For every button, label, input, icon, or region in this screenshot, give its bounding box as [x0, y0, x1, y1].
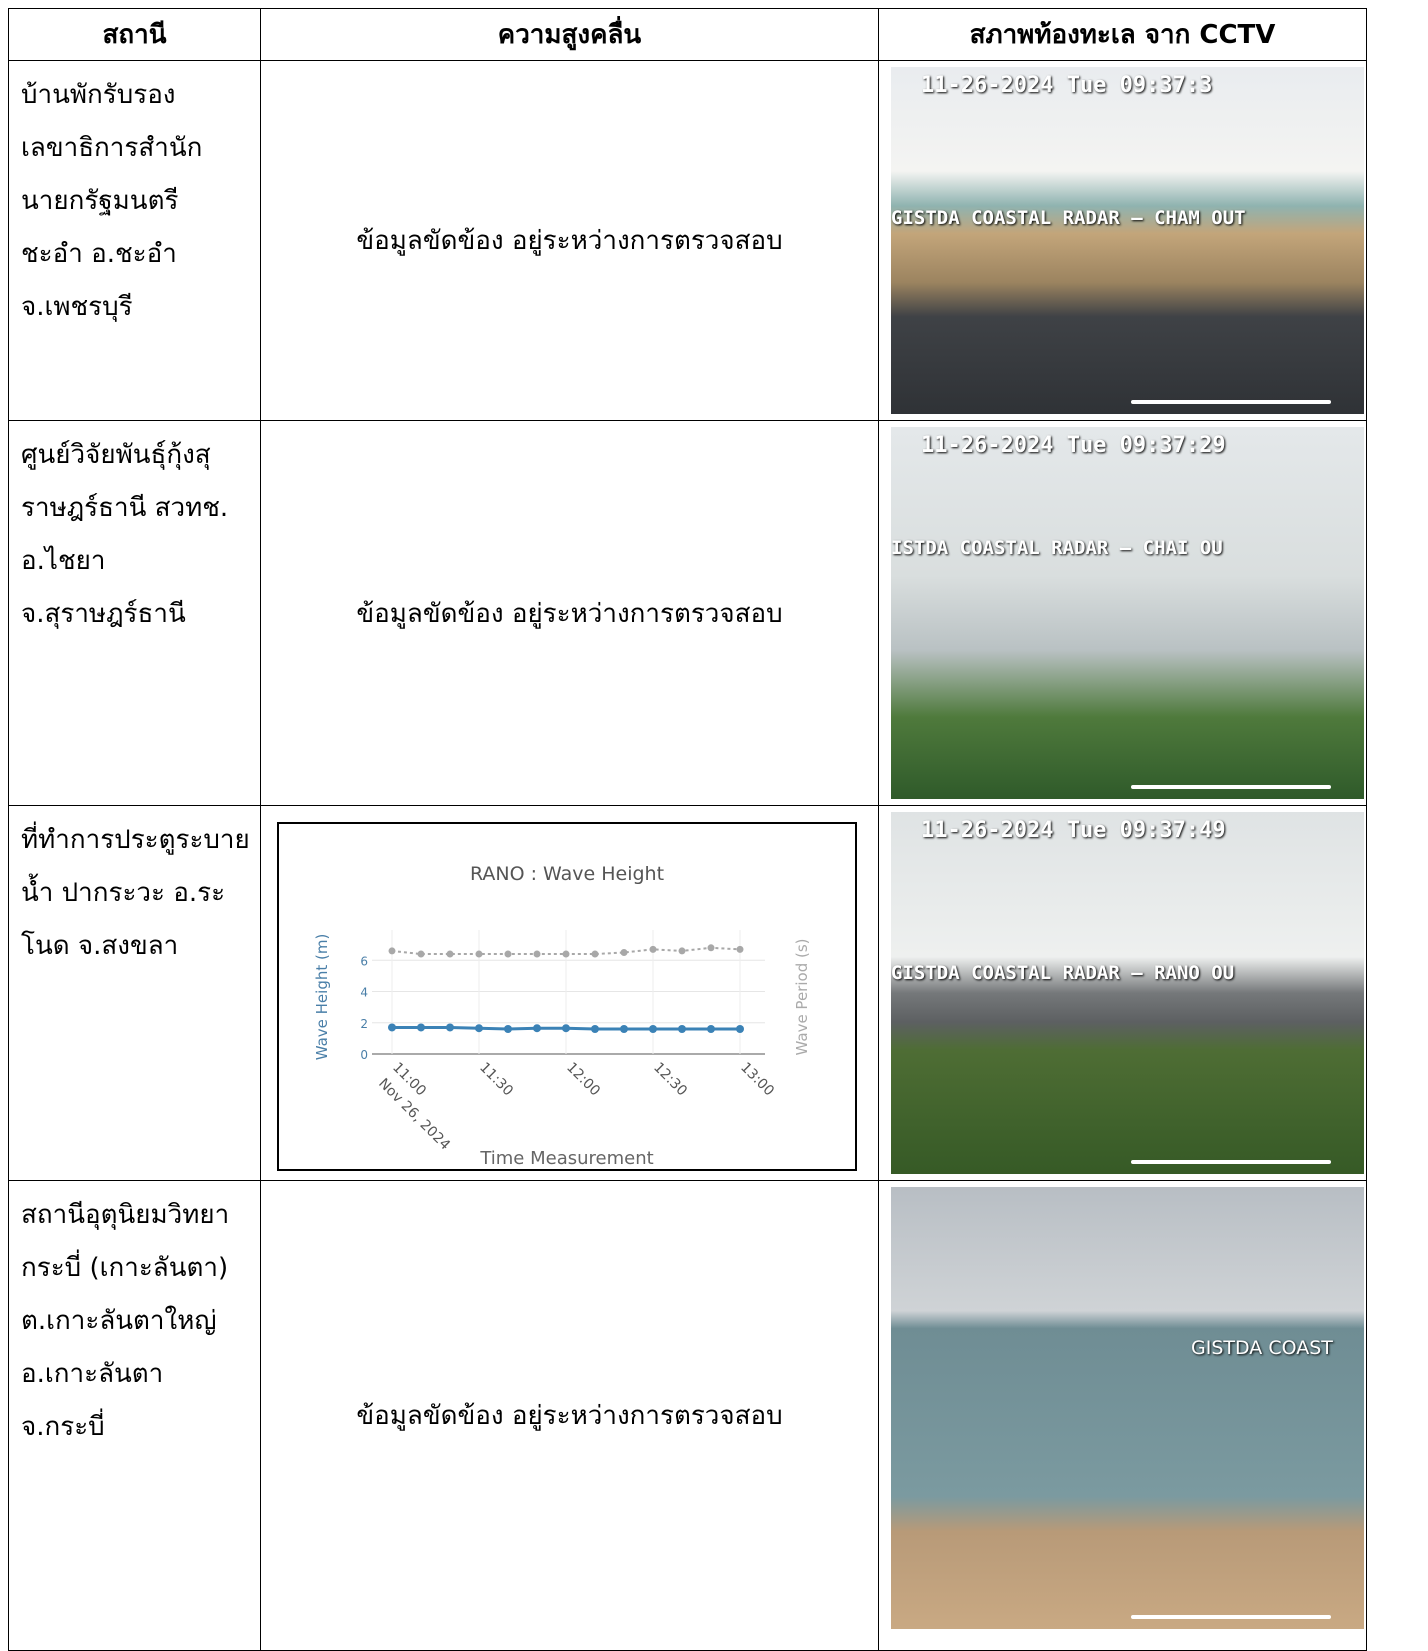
station-cell: ที่ทำการประตูระบายน้ำ ปากระวะ อ.ระโนด จ.… [8, 805, 261, 1181]
station-line: ศูนย์วิจัยพันธุ์กุ้งสุ [21, 440, 211, 470]
wave-cell: ข้อมูลขัดข้อง อยู่ระหว่างการตรวจสอบ [260, 60, 879, 421]
y2-axis-label: Wave Period (s) [793, 939, 811, 1056]
wave-status: ข้อมูลขัดข้อง อยู่ระหว่างการตรวจสอบ [356, 1401, 783, 1431]
data-point [417, 1023, 425, 1032]
cctv-timestamp: 11-26-2024 Tue 09:37:29 [921, 433, 1226, 458]
data-point [533, 1024, 541, 1033]
data-point [678, 947, 686, 955]
cctv-image: 11-26-2024 Tue 09:37:49 GISTDA COASTAL RA… [891, 812, 1364, 1174]
data-point [678, 1025, 686, 1034]
station-line: สถานีอุตุนิยมวิทยา [21, 1200, 230, 1230]
data-point [475, 1024, 483, 1033]
station-line: ราษฎร์ธานี สวทช. [21, 493, 229, 523]
cctv-overlay: GISTDA COASTAL RADAR – CHAM OUT [891, 207, 1246, 229]
data-point [388, 947, 396, 955]
station-line: จ.กระบี่ [21, 1412, 105, 1442]
cctv-timestamp: 11-26-2024 Tue 09:37:3 [921, 73, 1213, 98]
wave-status: ข้อมูลขัดข้อง อยู่ระหว่างการตรวจสอบ [356, 598, 783, 629]
station-line: เลขาธิการสำนัก [21, 133, 203, 163]
wave-cell: ข้อมูลขัดข้อง อยู่ระหว่างการตรวจสอบ [260, 1180, 879, 1651]
station-line: จ.สุราษฎร์ธานี [21, 599, 186, 629]
chart-title: RANO : Wave Height [470, 863, 664, 885]
station-line: บ้านพักรับรอง [21, 80, 176, 110]
cctv-overlay: ISTDA COASTAL RADAR – CHAI OU [891, 537, 1223, 559]
station-line: นายกรัฐมนตรี [21, 186, 179, 216]
station-line: ชะอำ อ.ชะอำ [21, 239, 177, 269]
progress-bar [1131, 1160, 1331, 1164]
y-tick-label: 2 [360, 1017, 368, 1031]
wave-cell: ข้อมูลขัดข้อง อยู่ระหว่างการตรวจสอบ [260, 420, 879, 806]
station-line: น้ำ ปากระวะ อ.ระ [21, 878, 226, 908]
cctv-overlay: GISTDA COASTAL RADAR – RANO OU [891, 962, 1235, 984]
station-line: ที่ทำการประตูระบาย [21, 825, 250, 855]
data-point [562, 950, 570, 958]
cctv-overlay: GISTDA COAST [1191, 1337, 1333, 1359]
data-point [504, 1025, 512, 1034]
data-point [591, 1025, 599, 1034]
station-line: อ.เกาะลันตา [21, 1359, 164, 1389]
station-line: อ.ไชยา [21, 546, 106, 576]
station-cell: บ้านพักรับรองเลขาธิการสำนักนายกรัฐมนตรีช… [8, 60, 261, 421]
data-point [736, 1025, 744, 1034]
header-cell: ความสูงคลื่น [260, 8, 879, 61]
y-tick-label: 4 [360, 986, 368, 1000]
progress-bar [1131, 400, 1331, 404]
data-point [562, 1024, 570, 1033]
progress-bar [1131, 785, 1331, 789]
header-cell: สถานี [8, 8, 261, 61]
data-point [649, 1025, 657, 1034]
data-point [417, 950, 425, 958]
data-point [736, 945, 744, 953]
data-point [707, 1025, 715, 1034]
data-point [446, 1023, 454, 1032]
station-line: จ.เพชรบุรี [21, 292, 133, 322]
y-tick-label: 6 [360, 954, 368, 968]
station-line: โนด จ.สงขลา [21, 931, 179, 961]
data-point [533, 950, 541, 958]
progress-bar [1131, 1615, 1331, 1619]
data-point [620, 948, 628, 956]
data-point [649, 945, 657, 953]
wave-status: ข้อมูลขัดข้อง อยู่ระหว่างการตรวจสอบ [356, 226, 783, 256]
station-line: ต.เกาะลันตาใหญ่ [21, 1306, 217, 1336]
data-point [707, 944, 715, 952]
station-line: กระบี่ (เกาะลันตา) [21, 1253, 229, 1283]
chart-frame [277, 822, 857, 1171]
data-point [446, 950, 454, 958]
cctv-timestamp: 11-26-2024 Tue 09:37:49 [921, 818, 1226, 843]
cctv-image: 11-26-2024 Tue 09:37:29 ISTDA COASTAL RAD… [891, 427, 1364, 799]
header-cell: สภาพท้องทะเล จาก CCTV [878, 8, 1367, 61]
cctv-image: GISTDA COAST [891, 1187, 1364, 1629]
data-point [620, 1025, 628, 1034]
data-point [388, 1023, 396, 1032]
cctv-image: 11-26-2024 Tue 09:37:3 GISTDA COASTAL RAD… [891, 67, 1364, 414]
station-cell: ศูนย์วิจัยพันธุ์กุ้งสุราษฎร์ธานี สวทช. อ.… [8, 420, 261, 806]
data-point [504, 950, 512, 958]
data-point [475, 950, 483, 958]
data-point [591, 950, 599, 958]
y-axis-label: Wave Height (m) [313, 934, 331, 1061]
y-tick-label: 0 [360, 1048, 368, 1062]
x-axis-label: Time Measurement [479, 1148, 653, 1169]
station-cell: สถานีอุตุนิยมวิทยากระบี่ (เกาะลันตา) ต.เก… [8, 1180, 261, 1651]
